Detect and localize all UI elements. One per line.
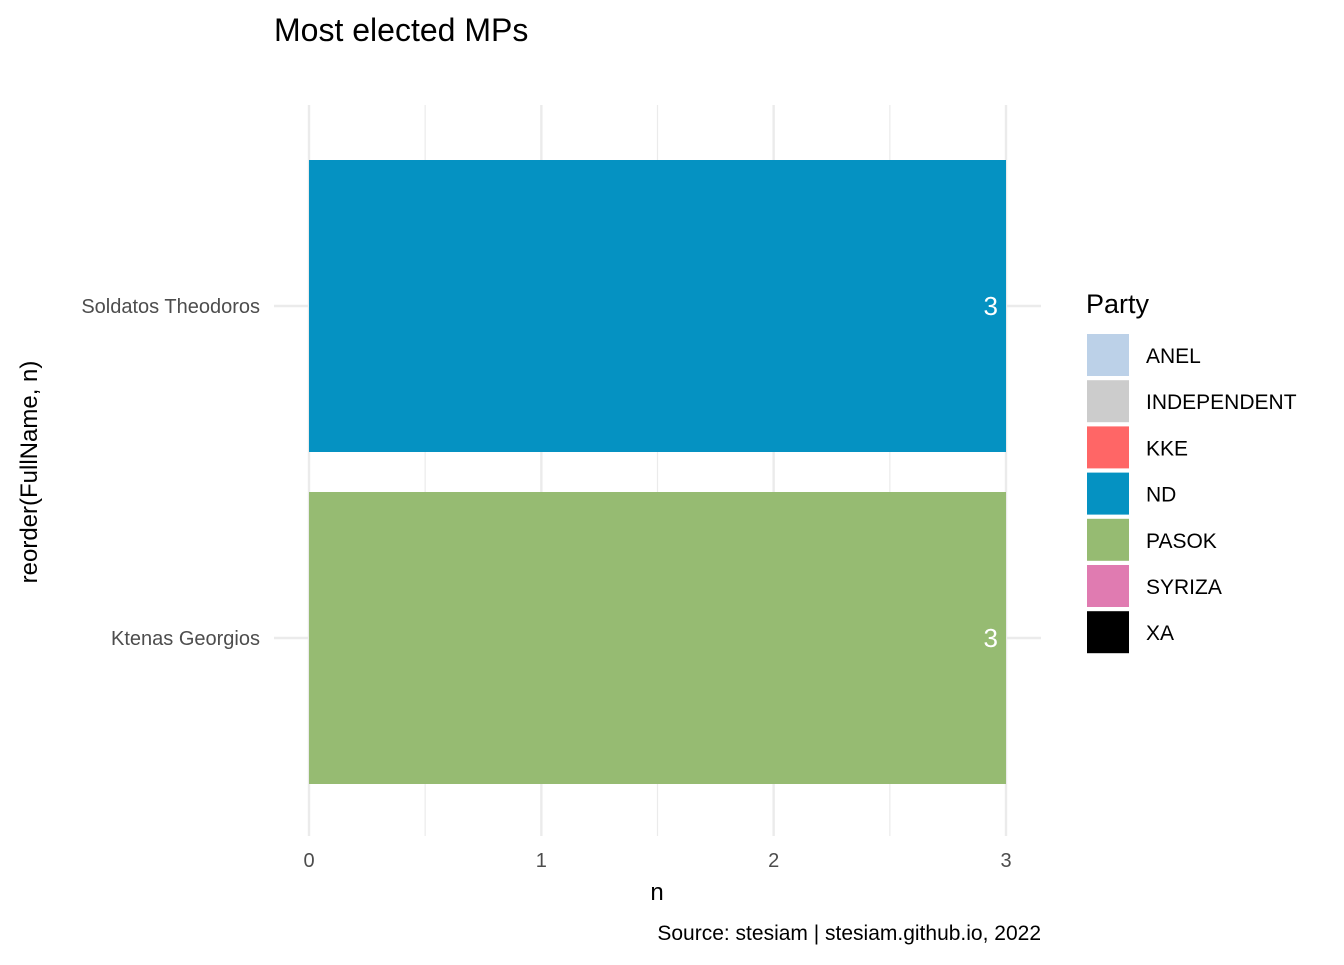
legend-key [1087, 380, 1129, 423]
x-tick-label: 1 [536, 850, 547, 872]
bar-value-label: 3 [984, 623, 998, 653]
x-tick-label: 2 [768, 850, 779, 872]
bar-value-label: 3 [984, 291, 998, 321]
bar-labels: 33 [984, 291, 998, 653]
legend-title: Party [1086, 289, 1150, 319]
legend-label: ND [1146, 484, 1176, 507]
legend-label: KKE [1146, 437, 1188, 460]
bar [309, 160, 1006, 452]
chart-title: Most elected MPs [274, 12, 528, 48]
legend-key [1087, 472, 1129, 515]
axis-ticks: Soldatos Theodoros Ktenas Georgios 0 1 2 3 [81, 296, 1011, 872]
legend-label: INDEPENDENT [1146, 391, 1297, 414]
legend-key [1087, 518, 1129, 561]
legend-key [1087, 611, 1129, 654]
x-tick-label: 3 [1000, 850, 1011, 872]
legend-label: SYRIZA [1146, 576, 1222, 599]
legend-key [1087, 334, 1129, 376]
legend-label: XA [1146, 622, 1174, 645]
legend: Party ANEL INDEPENDENT KKE ND PASOK SYRIZA XA [1086, 289, 1297, 654]
chart-caption: Source: stesiam | stesiam.github.io, 202… [657, 922, 1041, 945]
legend-items: ANEL INDEPENDENT KKE ND PASOK SYRIZA XA [1087, 334, 1297, 654]
y-tick-label: Soldatos Theodoros [81, 296, 260, 318]
legend-key [1087, 565, 1129, 607]
y-tick-label: Ktenas Georgios [111, 628, 260, 650]
bar [309, 492, 1006, 784]
bars [309, 160, 1006, 784]
legend-label: PASOK [1146, 530, 1217, 553]
y-axis-title: reorder(FullName, n) [16, 361, 43, 584]
x-tick-label: 0 [303, 850, 314, 872]
legend-key [1087, 426, 1129, 469]
legend-label: ANEL [1146, 345, 1201, 368]
x-axis-title: n [650, 879, 663, 906]
